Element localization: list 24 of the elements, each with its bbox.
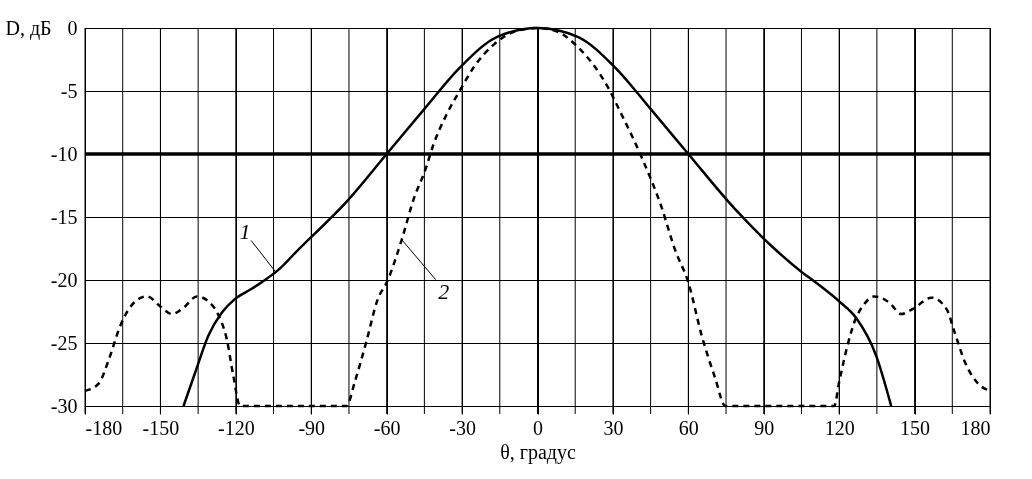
x-tick-label: -90 [298,416,326,439]
x-tick-label: 30 [603,416,624,439]
y-tick-label: -20 [50,268,78,291]
y-tick-label: -30 [50,394,78,417]
y-tick-label: -15 [50,205,78,228]
x-tick-label: 150 [900,416,931,439]
x-tick-label: 0 [533,416,543,439]
x-axis-title: θ, градус [500,440,576,464]
x-tick-label: -30 [449,416,476,439]
x-tick-label: -150 [142,416,180,439]
x-tick-label: -120 [218,416,255,439]
x-tick-label: 180 [960,416,991,439]
annotation: 2 [438,278,450,304]
x-tick-label: 120 [824,416,855,439]
y-tick-label: -10 [50,142,78,165]
x-tick-label: -180 [85,416,123,439]
x-tick-label: 90 [754,416,775,439]
x-tick-label: -60 [373,416,401,439]
y-tick-label: 0 [67,16,78,39]
y-tick-label: -5 [60,79,78,102]
x-tick-label: 60 [678,416,699,439]
y-tick-label: -25 [50,331,78,354]
y-axis-title: D, дБ [5,16,52,40]
annotation: 1 [239,219,251,245]
